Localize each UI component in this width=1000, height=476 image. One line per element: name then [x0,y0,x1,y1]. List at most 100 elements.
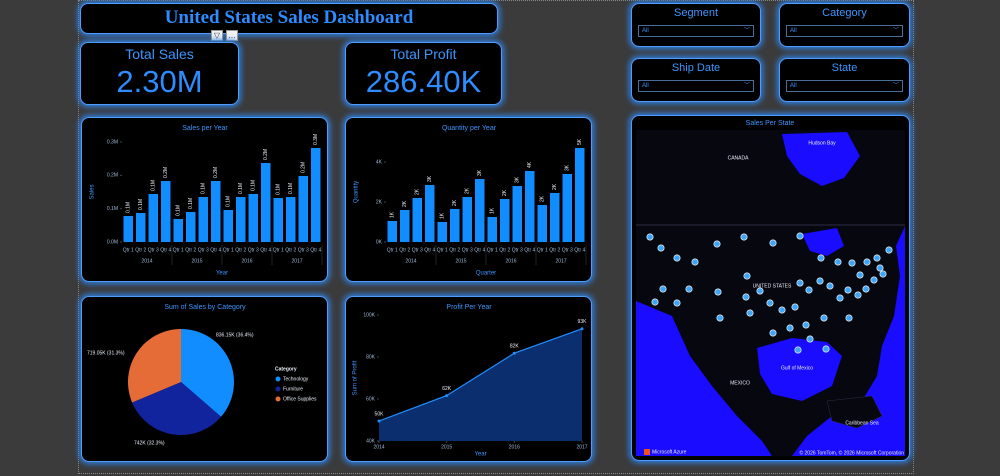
value-label: 62K [442,386,452,392]
chart: Sales per Year 0.0M 0.1M 0.2M 0.3M Sales 0.1M Q… [90,125,323,277]
value-label: 4K [527,161,533,168]
map-bubble [863,258,871,266]
map-bubble [879,270,887,278]
dashboard-title: United States Sales Dashboard [80,3,498,34]
map-bubble [791,303,799,311]
bar [148,194,158,242]
point [512,351,516,355]
map-bubble [713,240,721,248]
x-group-label: 2017 [291,258,302,264]
slicer-dropdown[interactable]: All ﹀ [786,25,903,37]
value-label: 0.1M [276,184,282,195]
map-bubble [716,314,724,322]
bar [261,163,271,242]
slicer-dropdown[interactable]: All ﹀ [638,80,754,92]
x-tick-label: Qtr 4 [424,247,435,253]
map-bubble [796,232,804,240]
bar [248,194,258,242]
legend-label: Office Supplies [283,396,317,402]
value-label: 2K [415,188,421,195]
x-tick-label: Qtr 2 [449,247,460,253]
legend-swatch [275,386,281,392]
map-label: MEXICO [730,380,750,386]
slicer-dropdown[interactable]: All ﹀ [786,80,903,92]
map-bubble [743,272,751,280]
x-tick-label: Qtr 2 [499,247,510,253]
value-label: 0.2M [263,149,269,160]
value-label: 3K [515,176,521,183]
x-tick-label: Qtr 2 [135,247,146,253]
canvas-frame [78,0,914,474]
bar [437,222,447,242]
map-bubble [740,233,748,241]
chevron: ﹀ [892,83,899,89]
map-bubble [769,239,777,247]
map-label: UNITED STATES [753,283,792,289]
value-label: 3K [565,164,571,171]
x-group-label: 2014 [141,258,152,264]
slicer-value: All [642,28,649,34]
line [378,328,583,422]
x-tick-label: Qtr 1 [173,247,184,253]
map-bubble [817,254,825,262]
chart-panel: Profit Per Year 40K 60K 80K 100K 2014 2015 2016… [345,296,592,462]
map-bubble [820,314,828,322]
bar [198,197,208,242]
map-bubble [822,345,830,353]
x-tick-label: Qtr 4 [474,247,485,253]
map-bubble [786,324,794,332]
more-icon[interactable]: … [226,30,238,41]
map-bubble [794,346,802,354]
x-tick-label: Qtr 4 [574,247,585,253]
chart-panel: Sum of Sales by Category 836.15K (36.4%) T… [81,296,328,462]
value-label: 2K [452,199,458,206]
map-copyright: © 2026 TomTom, © 2026 Microsoft Corporat… [799,449,904,456]
bar [400,210,410,242]
x-group-label: 2015 [191,258,202,264]
map-bubble [657,244,665,252]
projection-edge [636,224,905,226]
legend-swatch [275,376,281,382]
x-tick-label: Qtr 3 [148,247,159,253]
chevron: ﹀ [743,83,750,89]
map-label: Hudson Bay [808,140,836,146]
map: Sales Per State CANADA Hudson Bay UNITED ST… [636,120,905,456]
x-group-label: 2016 [241,258,252,264]
legend-title: Category [275,366,297,372]
x-tick-label: Qtr 4 [310,247,321,253]
bar [487,217,497,242]
x-tick-label: 2014 [373,444,384,450]
map-bubble [844,286,852,294]
filter-icon[interactable]: ▽ [211,30,223,41]
map-bubble [714,288,722,296]
value-label: 0.1M [251,180,257,191]
value-label: 0.3M [313,134,319,145]
y-tick-label: 0K [376,239,383,245]
x-tick-label: Qtr 2 [549,247,560,253]
bar [462,197,472,242]
legend-label: Technology [283,376,309,382]
map-bubble [816,277,824,285]
legend-swatch [275,396,281,402]
bar [286,197,296,242]
card-title: Total Profit [390,46,457,62]
slicer-dropdown[interactable]: All ﹀ [638,25,754,37]
point [445,394,449,398]
chart-title: Sum of Sales by Category [164,304,246,311]
value-label: 50K [375,411,385,417]
value-label: 2K [402,200,408,207]
bar [273,198,283,242]
y-tick-label: 0.2M [107,173,118,179]
x-axis-title: Quarter [476,271,496,277]
pie-slice [127,329,181,403]
slicer-value: All [790,83,797,89]
x-group-label: 2016 [505,258,516,264]
value-label: 1K [490,207,496,214]
x-tick-label: Qtr 4 [260,247,271,253]
x-tick-label: Qtr 3 [198,247,209,253]
chart-title: Sales per Year [182,125,228,132]
value-label: 2K [552,183,558,190]
map-bubble [870,276,878,284]
water [792,226,905,456]
